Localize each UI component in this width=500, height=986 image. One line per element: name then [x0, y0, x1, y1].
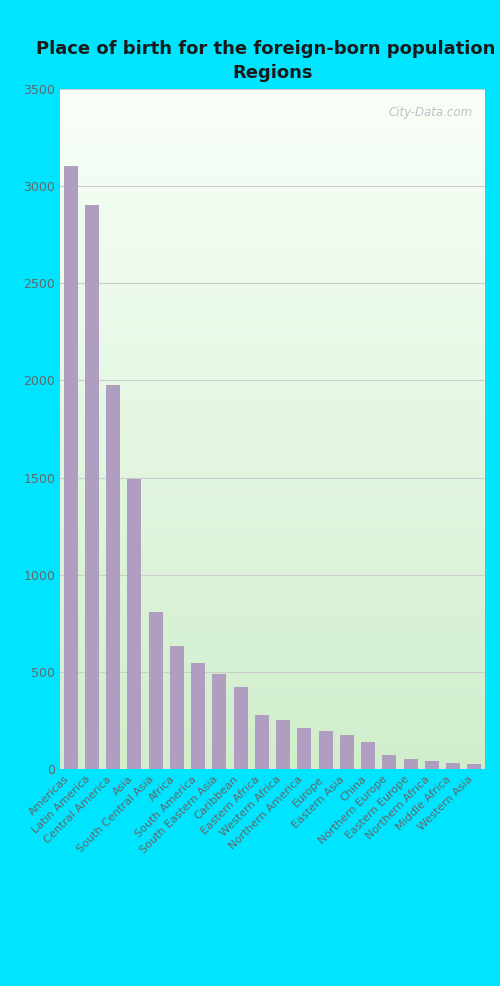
Bar	[318, 732, 332, 769]
Bar	[128, 479, 141, 769]
Bar	[212, 673, 226, 769]
Bar	[148, 611, 162, 769]
Bar	[234, 687, 247, 769]
Bar	[382, 754, 396, 769]
Bar	[361, 741, 375, 769]
Bar	[64, 167, 78, 769]
Title: Place of birth for the foreign-born population -
Regions: Place of birth for the foreign-born popu…	[36, 40, 500, 82]
Bar	[170, 646, 184, 769]
Bar	[425, 761, 439, 769]
Bar	[276, 720, 290, 769]
Bar	[298, 729, 312, 769]
Bar	[85, 205, 99, 769]
Bar	[446, 763, 460, 769]
Bar	[191, 664, 205, 769]
Bar	[404, 759, 417, 769]
Bar	[340, 736, 354, 769]
Bar	[255, 715, 269, 769]
Bar	[468, 764, 481, 769]
Bar	[106, 386, 120, 769]
Text: City-Data.com: City-Data.com	[388, 106, 472, 118]
